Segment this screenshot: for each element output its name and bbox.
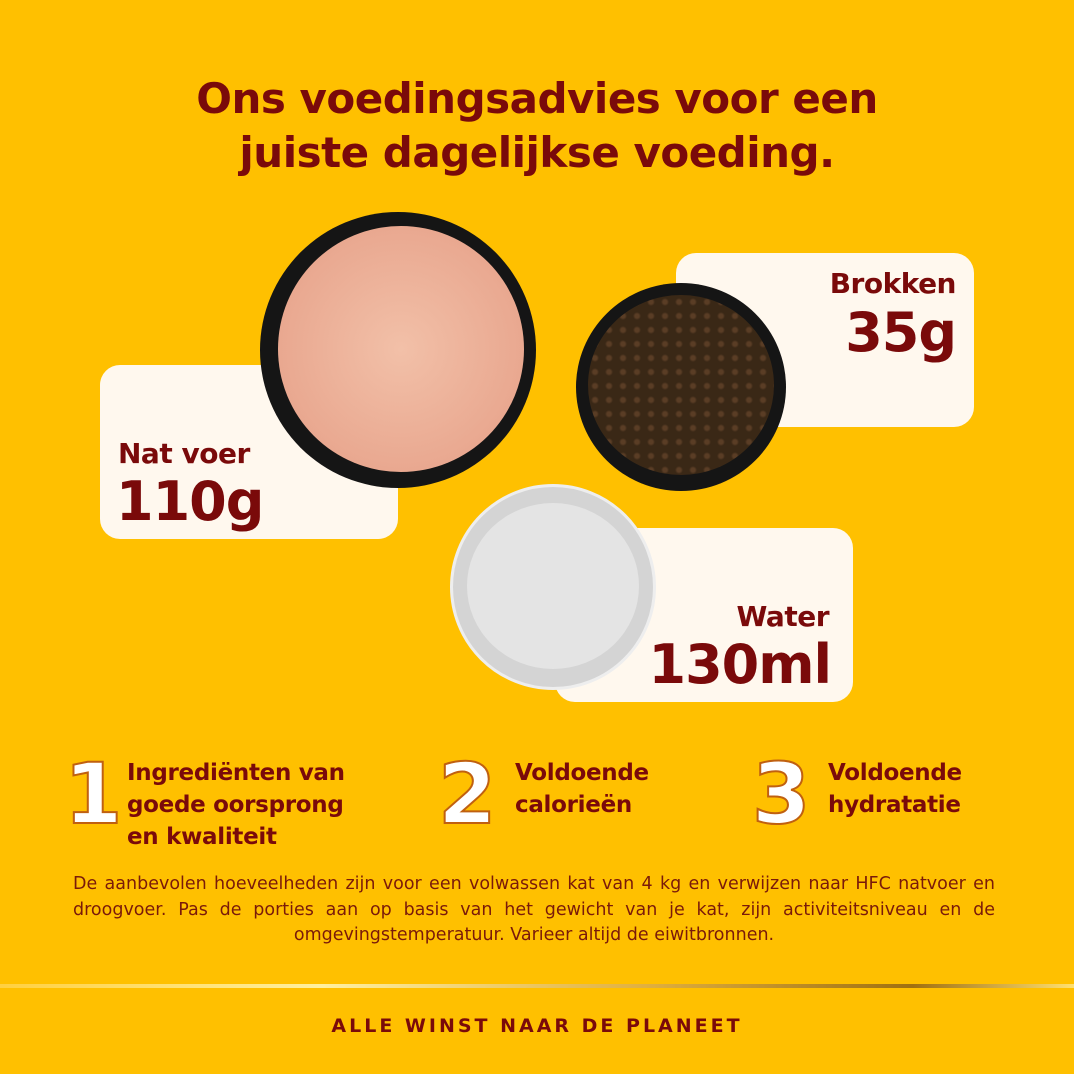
feature-2-line: Voldoende	[515, 760, 649, 786]
kibble-bowl-image	[576, 283, 786, 491]
feature-1-line: en kwaliteit	[127, 824, 277, 850]
feature-1-text: Ingrediënten van goede oorsprong en kwal…	[127, 757, 345, 853]
divider	[0, 984, 1074, 988]
disclaimer-text: De aanbevolen hoeveelheden zijn voor een…	[73, 874, 995, 945]
wet-food-value: 110g	[116, 470, 264, 533]
kibble-image	[588, 295, 774, 475]
water-bowl-image	[450, 484, 656, 690]
water-label: Water	[736, 600, 830, 633]
feature-1-line: goede oorsprong	[127, 792, 344, 818]
title-line-2: juiste dagelijkse voeding.	[239, 128, 835, 177]
feature-number-3: 3	[751, 745, 811, 843]
feature-3-line: Voldoende	[828, 760, 962, 786]
title-line-1: Ons voedingsadvies voor een	[196, 74, 878, 123]
kibble-label: Brokken	[829, 267, 957, 300]
wet-food-image	[278, 226, 524, 472]
feature-2-line: calorieën	[515, 792, 632, 818]
page-title: Ons voedingsadvies voor een juiste dagel…	[0, 72, 1074, 180]
wet-food-bowl-image	[260, 212, 536, 488]
water-image	[467, 503, 639, 669]
feature-2-text: Voldoende calorieën	[515, 757, 649, 821]
kibble-value: 35g	[845, 301, 957, 364]
footer-slogan: ALLE WINST NAAR DE PLANEET	[331, 1015, 743, 1037]
wet-food-label: Nat voer	[118, 437, 250, 470]
feature-3-line: hydratatie	[828, 792, 961, 818]
feature-number-1: 1	[63, 745, 123, 843]
feature-number-2: 2	[437, 745, 497, 843]
water-value: 130ml	[648, 633, 832, 696]
feature-1-line: Ingrediënten van	[127, 760, 345, 786]
feature-3-text: Voldoende hydratatie	[828, 757, 962, 821]
